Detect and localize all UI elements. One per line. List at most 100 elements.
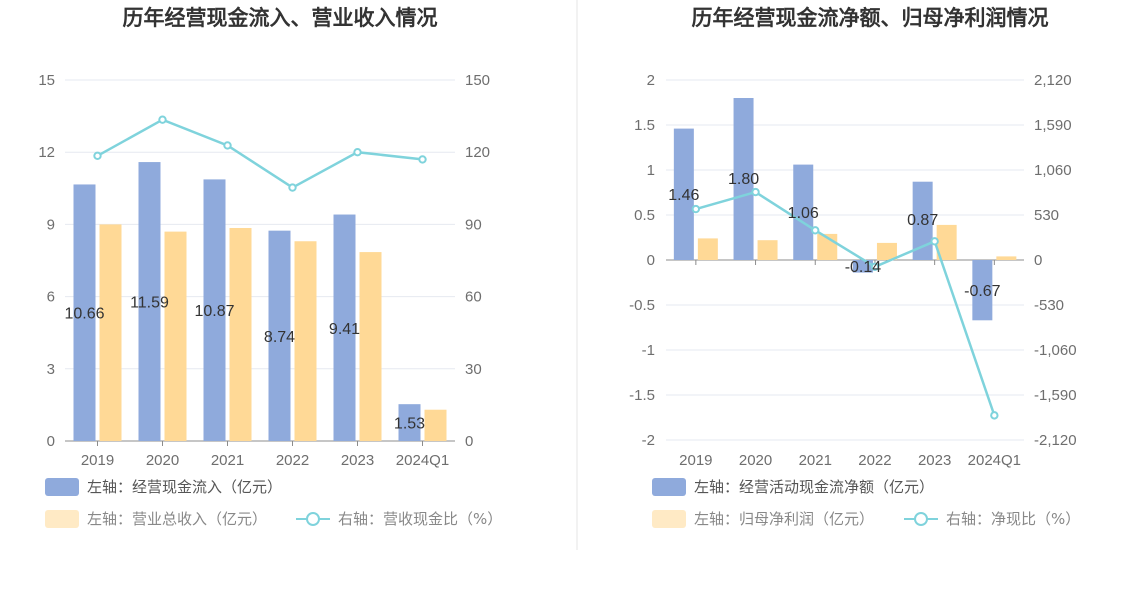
right-tick-label: -1,590 [1034, 387, 1077, 404]
legend-swatch [652, 478, 686, 496]
bar-secondary [359, 252, 382, 441]
right-tick-label: 1,060 [1034, 162, 1072, 179]
right-tick-label: -1,060 [1034, 342, 1077, 359]
line-point [870, 262, 880, 271]
chart-2: 历年经营现金流净额、归母净利润情况 -2 -2,120 -1.5 -1,590 -1 -1,… [629, 6, 1080, 528]
legend-label: 左轴：经营活动现金流净额（亿元） [694, 478, 934, 496]
data-label: 1.06 [788, 205, 819, 222]
category-label: 2020 [146, 452, 179, 469]
bar-secondary [757, 240, 778, 260]
bar-secondary [697, 238, 718, 260]
left-tick-label: 1.5 [634, 117, 655, 134]
bar-secondary [99, 224, 122, 441]
bar-primary [733, 98, 754, 260]
chart-title: 历年经营现金流净额、归母净利润情况 [692, 6, 1049, 30]
category-label: 2023 [918, 452, 951, 469]
bar-secondary [936, 224, 957, 260]
category-label: 2024Q1 [396, 452, 449, 469]
left-tick-label: 3 [47, 361, 55, 378]
left-tick-label: -0.5 [629, 297, 655, 314]
left-tick-label: -1.5 [629, 387, 655, 404]
right-tick-label: 120 [465, 144, 490, 161]
data-label: 8.74 [264, 329, 295, 346]
category-label: 2019 [81, 452, 114, 469]
right-tick-label: 530 [1034, 207, 1059, 224]
data-label: 1.53 [394, 416, 425, 433]
category-label: 2021 [211, 452, 244, 469]
legend-label: 左轴：营业总收入（亿元） [87, 510, 267, 528]
line-point [811, 226, 820, 235]
line-point [353, 148, 362, 157]
category-label: 2019 [679, 452, 712, 469]
legend-line-marker [914, 512, 928, 526]
bar-secondary [294, 241, 317, 441]
left-tick-label: 6 [47, 289, 55, 306]
line-series [96, 118, 423, 190]
left-tick-label: 12 [38, 144, 55, 161]
bar-primary [793, 164, 814, 260]
left-tick-label: 2 [647, 72, 655, 89]
bar-primary [73, 184, 96, 441]
left-tick-label: 0 [647, 252, 655, 269]
right-tick-label: 0 [1034, 252, 1042, 269]
line-point [158, 115, 167, 124]
bar-secondary [876, 242, 897, 260]
line-point [223, 141, 232, 150]
left-tick-label: 0.5 [634, 207, 655, 224]
bar-primary [673, 128, 694, 260]
category-label: 2024Q1 [968, 452, 1021, 469]
category-label: 2021 [799, 452, 832, 469]
legend-line-marker [306, 512, 320, 526]
legend-label: 左轴：经营现金流入（亿元） [87, 478, 282, 496]
left-tick-label: 0 [47, 433, 55, 450]
line-point [691, 204, 701, 214]
right-tick-label: 2,120 [1034, 72, 1072, 89]
right-tick-label: -530 [1034, 297, 1064, 314]
legend-swatch [45, 478, 79, 496]
right-tick-label: 60 [465, 289, 482, 306]
bar-primary [203, 179, 226, 442]
line-point [418, 155, 427, 164]
left-tick-label: 9 [47, 216, 55, 233]
data-label: 1.46 [668, 187, 699, 204]
bar-primary [398, 404, 421, 441]
category-label: 2022 [276, 452, 309, 469]
right-tick-label: -2,120 [1034, 432, 1077, 449]
data-label: 10.66 [64, 306, 104, 323]
bar-primary [333, 214, 356, 441]
data-label: 10.87 [194, 303, 234, 320]
category-label: 2022 [858, 452, 891, 469]
right-tick-label: 90 [465, 216, 482, 233]
legend-label: 左轴：归母净利润（亿元） [694, 510, 874, 528]
category-label: 2023 [341, 452, 374, 469]
bar-primary [268, 230, 291, 441]
bar-primary [138, 162, 161, 442]
chart-title: 历年经营现金流入、营业收入情况 [123, 6, 438, 30]
line-point [751, 187, 760, 197]
line-point [93, 151, 102, 161]
bar-secondary [996, 256, 1017, 260]
legend-label: 右轴：营收现金比（%） [338, 510, 502, 528]
chart-1: 历年经营现金流入、营业收入情况 0 0 3 30 6 60 9 90 12 120 15 150 2019… [38, 6, 502, 528]
data-label: 11.59 [130, 295, 169, 312]
left-tick-label: -2 [642, 432, 655, 449]
line-point [930, 237, 939, 246]
legend-label: 右轴：净现比（%） [946, 510, 1080, 528]
data-label: -0.67 [964, 283, 1001, 300]
right-tick-label: 150 [465, 72, 490, 89]
bar-secondary [164, 231, 187, 441]
legend-swatch [45, 510, 79, 528]
left-tick-label: -1 [642, 342, 655, 359]
right-tick-label: 1,590 [1034, 117, 1072, 134]
category-label: 2020 [739, 452, 772, 469]
legend-swatch [652, 510, 686, 528]
bar-primary [972, 260, 993, 321]
line-point [990, 411, 999, 420]
data-label: -0.14 [845, 259, 882, 276]
bar-secondary [424, 409, 447, 441]
data-label: 9.41 [329, 321, 360, 338]
left-tick-label: 1 [647, 162, 655, 179]
bar-primary [912, 181, 933, 260]
line-series [695, 190, 996, 416]
